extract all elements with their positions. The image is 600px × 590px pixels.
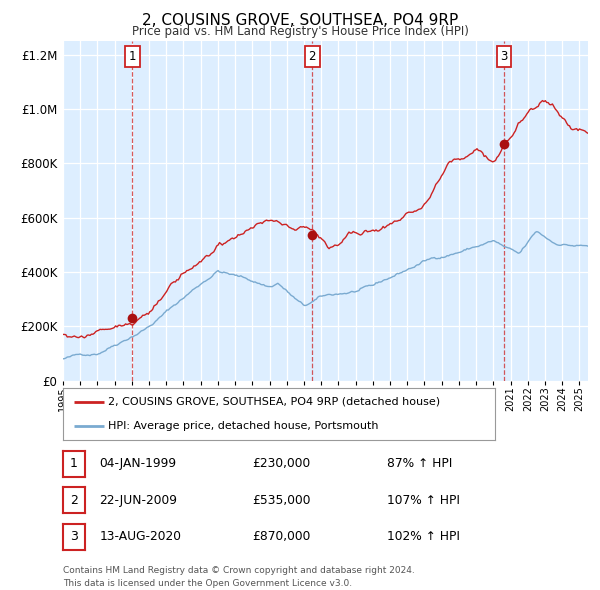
Text: £230,000: £230,000: [252, 457, 310, 470]
Text: 1: 1: [70, 457, 78, 470]
Text: £535,000: £535,000: [252, 494, 311, 507]
Text: 1: 1: [128, 50, 136, 63]
Text: £870,000: £870,000: [252, 530, 310, 543]
Text: 2: 2: [70, 494, 78, 507]
Text: 107% ↑ HPI: 107% ↑ HPI: [387, 494, 460, 507]
Text: 3: 3: [70, 530, 78, 543]
Text: 2: 2: [308, 50, 316, 63]
Text: Price paid vs. HM Land Registry's House Price Index (HPI): Price paid vs. HM Land Registry's House …: [131, 25, 469, 38]
Text: Contains HM Land Registry data © Crown copyright and database right 2024.: Contains HM Land Registry data © Crown c…: [63, 566, 415, 575]
Text: 2, COUSINS GROVE, SOUTHSEA, PO4 9RP (detached house): 2, COUSINS GROVE, SOUTHSEA, PO4 9RP (det…: [109, 396, 440, 407]
Text: This data is licensed under the Open Government Licence v3.0.: This data is licensed under the Open Gov…: [63, 579, 352, 588]
Text: 2, COUSINS GROVE, SOUTHSEA, PO4 9RP: 2, COUSINS GROVE, SOUTHSEA, PO4 9RP: [142, 13, 458, 28]
Text: 13-AUG-2020: 13-AUG-2020: [100, 530, 182, 543]
Text: 87% ↑ HPI: 87% ↑ HPI: [387, 457, 452, 470]
Text: 04-JAN-1999: 04-JAN-1999: [100, 457, 177, 470]
Text: 3: 3: [500, 50, 508, 63]
Text: 22-JUN-2009: 22-JUN-2009: [100, 494, 178, 507]
Text: 102% ↑ HPI: 102% ↑ HPI: [387, 530, 460, 543]
Text: HPI: Average price, detached house, Portsmouth: HPI: Average price, detached house, Port…: [109, 421, 379, 431]
